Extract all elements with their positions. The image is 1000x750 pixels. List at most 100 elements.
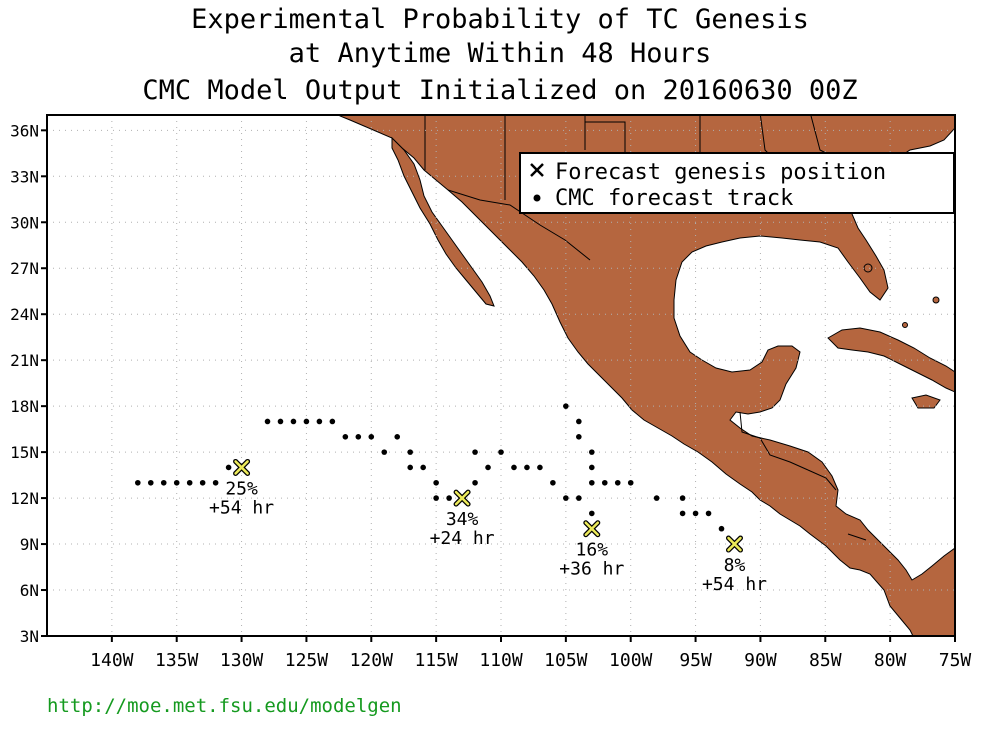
track-point <box>316 418 323 425</box>
x-tick-label: 140W <box>90 650 134 671</box>
track-point <box>472 449 478 455</box>
track-point <box>679 495 686 501</box>
track-point <box>511 464 517 471</box>
genesis-marker <box>233 458 251 476</box>
track-point <box>303 418 310 425</box>
y-tick-label: 18N <box>10 397 39 416</box>
land-layer <box>337 115 955 636</box>
track-point <box>601 479 608 486</box>
legend-track-label: CMC forecast track <box>555 186 793 211</box>
y-tick-label: 36N <box>10 121 39 140</box>
track-point <box>589 449 595 455</box>
chart-title-line-3: CMC Model Output Initialized on 20160630… <box>142 75 858 106</box>
track-point <box>498 449 504 455</box>
track-point <box>173 479 180 486</box>
track-point <box>576 433 582 440</box>
genesis-marker <box>725 535 743 553</box>
track-point <box>199 479 206 486</box>
track-point <box>420 464 426 471</box>
genesis-marker <box>583 520 601 538</box>
chart-title-line-2: at Anytime Within 48 Hours <box>288 38 712 69</box>
y-tick-label: 27N <box>10 259 39 278</box>
y-tick-label: 9N <box>20 535 39 554</box>
legend-dot-icon <box>533 194 541 202</box>
x-tick-label: 85W <box>809 650 842 671</box>
legend: Forecast genesis position CMC forecast t… <box>519 152 955 214</box>
genesis-marker <box>453 489 471 507</box>
island <box>932 296 940 304</box>
y-tick-label: 21N <box>10 351 39 370</box>
track-point <box>147 479 154 486</box>
track-point <box>524 464 530 471</box>
track-point <box>589 510 595 517</box>
track-point <box>135 479 141 486</box>
genesis-probability-label: 8% <box>724 555 746 576</box>
forecast-tracks <box>135 403 725 532</box>
track-point <box>342 433 349 440</box>
x-tick-label: 135W <box>155 650 199 671</box>
track-point <box>381 449 388 455</box>
y-tick-label: 30N <box>10 213 39 232</box>
baja-california-land <box>391 136 495 307</box>
legend-x-icon <box>530 163 544 177</box>
track-point <box>186 479 193 486</box>
genesis-lead-time-label: +36 hr <box>559 559 624 580</box>
track-point <box>627 479 634 486</box>
cuba-land <box>827 327 955 393</box>
x-tick-label: 130W <box>220 650 264 671</box>
track-point <box>705 510 712 517</box>
y-tick-label: 6N <box>20 581 39 600</box>
island <box>902 322 908 328</box>
track-point <box>563 403 569 409</box>
x-tick-label: 90W <box>744 650 777 671</box>
y-tick-label: 33N <box>10 167 39 186</box>
track-point <box>576 495 582 501</box>
x-tick-label: 105W <box>544 650 588 671</box>
x-tick-label: 95W <box>679 650 712 671</box>
genesis-probability-label: 25% <box>225 478 258 499</box>
track-point <box>472 479 478 486</box>
track-point <box>589 464 595 471</box>
track-point <box>653 495 660 501</box>
track-point <box>550 479 556 486</box>
genesis-probability-label: 16% <box>576 540 609 561</box>
genesis-lead-time-label: +54 hr <box>209 497 274 518</box>
axis-ticks: 140W 135W 130W 125W 120W 115W 110W 105W 100W 95W 9… <box>10 121 971 671</box>
track-point <box>329 418 336 425</box>
track-point <box>433 495 439 501</box>
y-tick-label: 15N <box>10 443 39 462</box>
track-point <box>537 464 543 471</box>
track-point <box>407 464 414 471</box>
x-tick-label: 80W <box>874 650 907 671</box>
genesis-lead-time-label: +24 hr <box>430 528 495 549</box>
track-point <box>576 418 582 425</box>
track-point <box>692 510 699 517</box>
x-tick-label: 120W <box>350 650 394 671</box>
x-tick-label: 110W <box>479 650 523 671</box>
legend-box <box>519 152 955 214</box>
genesis-lead-time-label: +54 hr <box>702 574 767 595</box>
track-point <box>718 525 725 532</box>
y-tick-label: 24N <box>10 305 39 324</box>
x-tick-label: 125W <box>285 650 329 671</box>
source-url[interactable]: http://moe.met.fsu.edu/modelgen <box>47 695 402 717</box>
track-point <box>277 418 284 425</box>
legend-genesis-label: Forecast genesis position <box>555 160 886 185</box>
track-point <box>355 433 362 440</box>
y-tick-label: 3N <box>20 627 39 646</box>
track-point <box>589 479 595 486</box>
track-point <box>433 479 439 486</box>
track-point <box>368 433 375 440</box>
track-point <box>225 464 232 471</box>
chart-title-line-1: Experimental Probability of TC Genesis <box>191 4 809 35</box>
x-tick-label: 100W <box>609 650 653 671</box>
track-point <box>485 464 491 471</box>
track-point <box>290 418 297 425</box>
island <box>863 263 873 273</box>
track-point <box>160 479 167 486</box>
genesis-probability-label: 34% <box>446 509 479 530</box>
track-point <box>212 479 219 486</box>
north-america-land <box>337 115 955 636</box>
